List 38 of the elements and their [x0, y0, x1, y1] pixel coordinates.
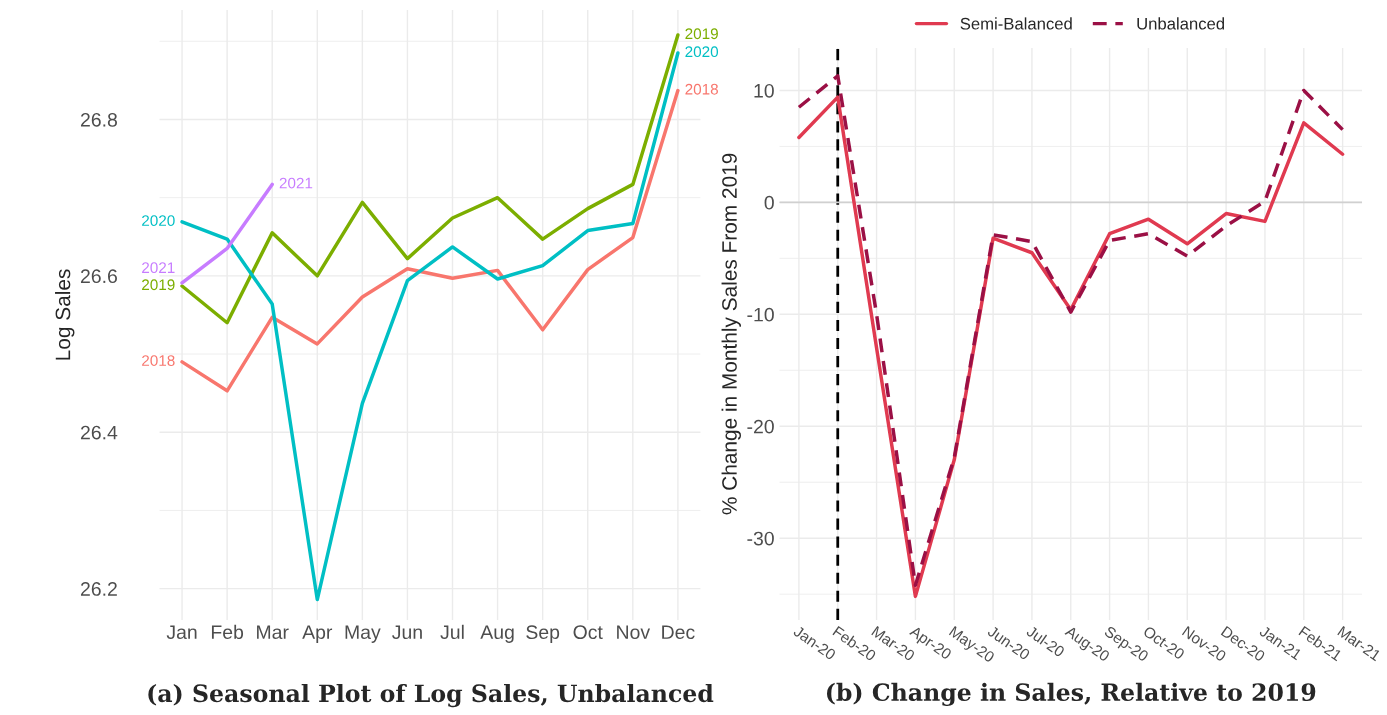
series-label: 2018	[142, 355, 175, 366]
y-tick-label: 26.2	[80, 582, 117, 596]
legend-label: Semi-Balanced	[960, 17, 1072, 30]
text: 2019	[685, 28, 718, 40]
legend-label: Unbalanced	[1137, 17, 1225, 30]
y-tick-label: 26.8	[80, 112, 117, 127]
y-tick-label: 26.6	[80, 269, 117, 284]
text: 2020	[685, 46, 719, 58]
x-tick-label: Aug	[480, 625, 514, 643]
line-series	[180, 33, 680, 325]
y-tick-label: -20	[747, 419, 774, 434]
x-tick-label: Dec	[662, 625, 695, 640]
x-tick-label: Sep	[526, 625, 560, 643]
y-tick-label: -10	[747, 307, 774, 322]
x-tick-label: Feb	[211, 624, 244, 640]
y-tick-label: 10	[754, 83, 774, 98]
line-series	[180, 88, 680, 393]
x-tick-label: May	[345, 625, 381, 643]
y-tick-label: 0	[764, 195, 774, 210]
x-tick-label: Jul	[440, 624, 464, 640]
series-label: 2019	[142, 279, 175, 291]
x-tick-label: Oct	[573, 625, 603, 640]
y-axis-title: % Change in Monthly Sales From 2019	[721, 153, 741, 515]
line-series	[180, 51, 680, 602]
x-tick-label: Nov	[617, 625, 651, 640]
y-axis-title: Log Sales	[55, 269, 75, 360]
x-tick-label: Mar	[257, 625, 289, 640]
x-tick-label: Jun	[392, 625, 422, 640]
series-label: 2020	[142, 215, 175, 227]
x-tick-label: Jan	[166, 625, 197, 640]
y-tick-label: -30	[747, 531, 774, 546]
y-tick-label: 26.4	[80, 425, 118, 440]
text: (b) Change in Sales, Relative to 2019	[826, 682, 1316, 707]
text: 2018	[685, 83, 718, 95]
text: (a) Seasonal Plot of Log Sales, Unbalanced	[148, 683, 714, 708]
x-tick-label: Apr	[302, 625, 333, 643]
series-label: 2021	[279, 177, 313, 189]
text: 2021	[142, 262, 175, 274]
